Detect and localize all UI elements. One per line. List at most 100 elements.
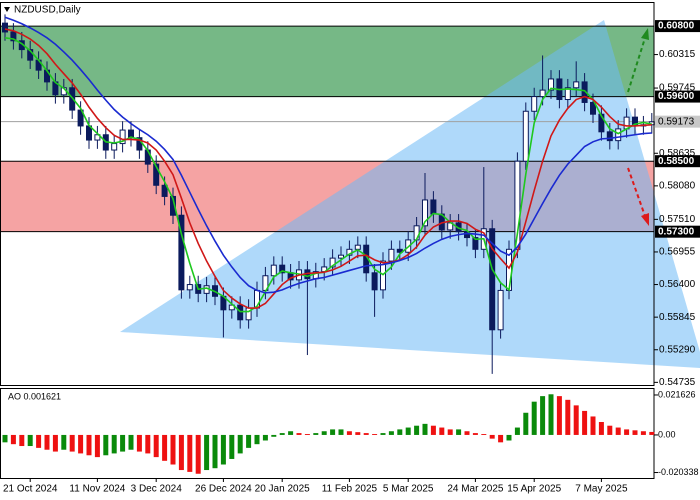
ao-bar: [19, 434, 25, 447]
candle-body: [464, 231, 470, 239]
ao-bar: [10, 434, 16, 445]
ao-bar: [52, 434, 58, 452]
ao-bar: [615, 427, 621, 435]
up-arrow: [627, 37, 646, 93]
x-tick-label: 3 Dec 2024: [131, 484, 183, 495]
ao-bar: [598, 422, 604, 435]
ao-bar: [111, 434, 117, 454]
ao-bar: [254, 434, 260, 445]
ao-bar: [514, 427, 520, 435]
candle-body: [573, 81, 580, 89]
ao-bar: [27, 434, 33, 447]
ao-bar: [296, 433, 302, 435]
ao-bar: [136, 434, 142, 452]
ao-bar: [582, 410, 588, 435]
ao-bar: [237, 434, 243, 454]
ao-bar: [94, 434, 100, 458]
down-arrowhead: [641, 213, 649, 226]
candle-body: [161, 184, 168, 197]
ao-bar: [489, 434, 495, 439]
candle-body: [94, 134, 101, 141]
candle-body: [270, 264, 277, 277]
ao-bar: [321, 431, 327, 435]
ao-panel: AO 0.001621 0.021626 0.00 -0.020338: [2, 389, 699, 477]
y-tick-label: 0.55845: [659, 312, 696, 323]
candle-body: [598, 113, 605, 133]
ao-bar: [170, 434, 176, 465]
candle-body: [371, 272, 378, 291]
candle-body: [354, 244, 361, 250]
ao-bar: [271, 434, 277, 437]
ao-bar: [103, 434, 109, 456]
title-icon: [4, 7, 10, 12]
current-price-label: 0.59173: [658, 116, 695, 127]
ao-bar: [414, 425, 420, 435]
candle-body: [590, 101, 596, 115]
candle-body: [522, 110, 529, 162]
x-tick-label: 11 Feb 2025: [322, 484, 378, 495]
y-tick-label: 0.58635: [659, 148, 696, 159]
x-tick-label: 26 Dec 2024: [195, 484, 252, 495]
ao-bar: [128, 434, 134, 450]
x-tick-label: 15 Apr 2025: [507, 484, 561, 495]
ao-bar: [640, 431, 646, 435]
candle-body: [430, 199, 437, 215]
level-label: 0.59600: [658, 91, 695, 102]
ao-bar: [380, 433, 386, 435]
x-tick-label: 7 May 2025: [575, 484, 628, 495]
ao-bar: [531, 401, 537, 435]
candle-body: [178, 214, 185, 291]
candle-body: [329, 257, 336, 268]
ao-bar: [153, 434, 159, 458]
forecast-arrows: [627, 28, 649, 226]
candle-body: [2, 22, 8, 33]
candle-body: [539, 89, 546, 98]
ao-bar: [624, 429, 630, 435]
ao-bar: [556, 396, 562, 435]
candle-body: [606, 131, 613, 142]
ao-bar: [565, 399, 571, 435]
ao-bar: [61, 434, 67, 450]
candle-body: [564, 87, 571, 101]
title-group: NZDUSD,Daily: [4, 5, 81, 16]
ao-bar: [590, 416, 596, 435]
ao-bar: [262, 434, 268, 441]
ao-bar: [430, 425, 436, 435]
ao-bar: [229, 434, 235, 459]
main-frame: [0, 2, 655, 386]
candle-body: [228, 304, 235, 311]
y-tick-label: 0.56955: [659, 247, 696, 258]
ao-bar: [145, 434, 151, 454]
x-tick-label: 21 Oct 2024: [3, 484, 58, 495]
ao-bar: [246, 434, 252, 448]
ao-bar: [439, 427, 445, 435]
ao-bar: [346, 431, 352, 435]
ao-bar: [523, 412, 529, 435]
level-label: 0.60800: [658, 21, 695, 32]
x-tick-label: 24 Mar 2025: [447, 484, 504, 495]
ao-bar: [649, 431, 655, 435]
ao-bar: [162, 434, 168, 461]
candle-body: [422, 199, 428, 227]
candle-body: [10, 31, 17, 42]
ao-bar: [212, 434, 218, 469]
candle-body: [186, 284, 193, 291]
ao-bar: [464, 431, 470, 435]
ao-bar: [338, 429, 344, 435]
y-tick-label: 0.56400: [659, 279, 696, 290]
y-tick-label: 0.54735: [659, 377, 696, 388]
ao-bar: [178, 434, 184, 471]
ao-bar: [288, 431, 294, 435]
ao-bar: [78, 434, 84, 454]
ao-bar: [204, 434, 210, 471]
ao-bar: [36, 434, 42, 448]
ao-bar: [422, 423, 428, 435]
price-axis: 0.60315 0.59745 0.58635 0.58080 0.57510 0.569…: [654, 20, 700, 388]
current-price-box: [655, 115, 700, 128]
ao-title: AO 0.001621: [8, 391, 61, 401]
moving-averages: [4, 16, 652, 313]
candle-body: [615, 128, 622, 142]
ao-bar: [355, 432, 361, 435]
x-tick-label: 11 Nov 2024: [69, 484, 125, 495]
